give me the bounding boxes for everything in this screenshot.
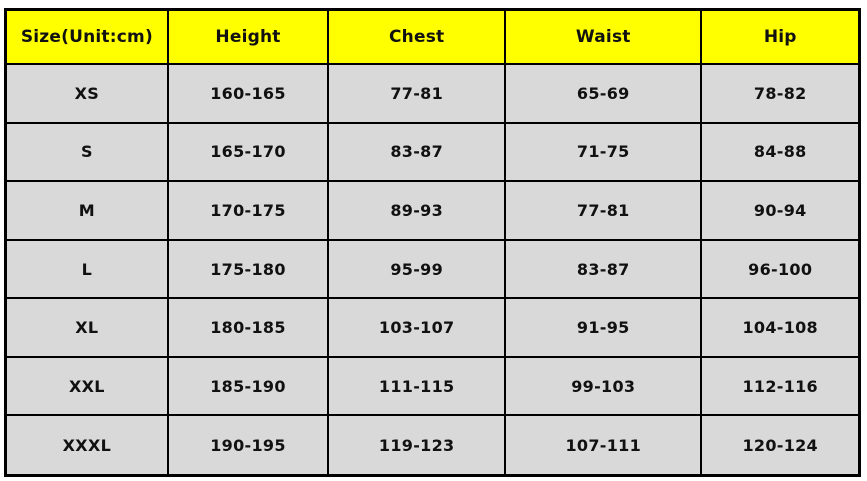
cell-height: 165-170 [166, 121, 330, 183]
col-header-size: Size(Unit:cm) [4, 8, 169, 65]
col-header-waist: Waist [504, 8, 703, 65]
cell-chest: 95-99 [327, 238, 507, 300]
cell-height: 175-180 [166, 238, 330, 300]
header-row: Size(Unit:cm) Height Chest Waist Hip [4, 8, 861, 65]
cell-waist: 107-111 [504, 414, 703, 477]
cell-waist: 91-95 [504, 297, 703, 358]
cell-size: XXL [4, 355, 169, 417]
table-row-xl: XL 180-185 103-107 91-95 104-108 [4, 297, 861, 358]
col-header-height: Height [166, 8, 330, 65]
col-header-hip: Hip [700, 8, 861, 65]
cell-waist: 83-87 [504, 238, 703, 300]
cell-height: 180-185 [166, 297, 330, 358]
cell-chest: 83-87 [327, 121, 507, 183]
cell-size: XXXL [4, 414, 169, 477]
cell-size: XS [4, 63, 169, 124]
cell-size: S [4, 121, 169, 183]
cell-height: 170-175 [166, 180, 330, 241]
table-row-xxxl: XXXL 190-195 119-123 107-111 120-124 [4, 414, 861, 477]
cell-hip: 90-94 [700, 180, 861, 241]
cell-chest: 89-93 [327, 180, 507, 241]
size-chart-table: Size(Unit:cm) Height Chest Waist Hip XS … [4, 8, 861, 477]
cell-height: 185-190 [166, 355, 330, 417]
cell-size: L [4, 238, 169, 300]
table-row-m: M 170-175 89-93 77-81 90-94 [4, 180, 861, 241]
cell-waist: 65-69 [504, 63, 703, 124]
cell-waist: 71-75 [504, 121, 703, 183]
cell-hip: 84-88 [700, 121, 861, 183]
cell-waist: 77-81 [504, 180, 703, 241]
cell-hip: 112-116 [700, 355, 861, 417]
table-row-s: S 165-170 83-87 71-75 84-88 [4, 121, 861, 183]
table-row-xxl: XXL 185-190 111-115 99-103 112-116 [4, 355, 861, 417]
cell-hip: 120-124 [700, 414, 861, 477]
cell-waist: 99-103 [504, 355, 703, 417]
cell-hip: 96-100 [700, 238, 861, 300]
col-header-chest: Chest [327, 8, 507, 65]
cell-hip: 78-82 [700, 63, 861, 124]
cell-height: 190-195 [166, 414, 330, 477]
cell-size: M [4, 180, 169, 241]
cell-chest: 77-81 [327, 63, 507, 124]
cell-size: XL [4, 297, 169, 358]
table-row-l: L 175-180 95-99 83-87 96-100 [4, 238, 861, 300]
cell-chest: 111-115 [327, 355, 507, 417]
table-row-xs: XS 160-165 77-81 65-69 78-82 [4, 63, 861, 124]
cell-hip: 104-108 [700, 297, 861, 358]
cell-height: 160-165 [166, 63, 330, 124]
cell-chest: 103-107 [327, 297, 507, 358]
cell-chest: 119-123 [327, 414, 507, 477]
